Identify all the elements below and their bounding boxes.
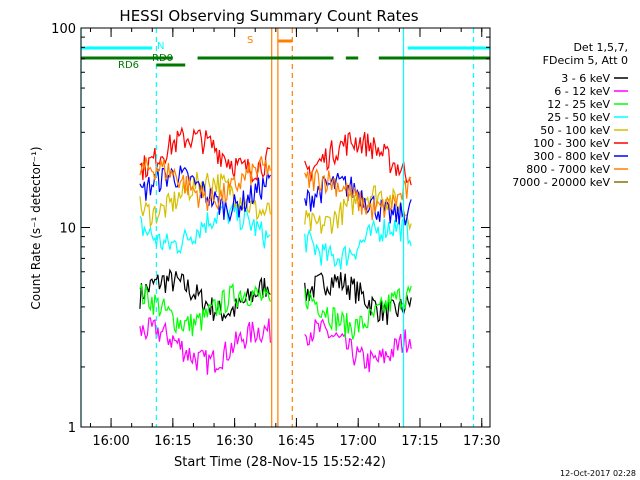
legend-label-1: 6 - 12 keV [554,85,610,98]
legend-header-line-1: Det 1,5,7, [573,41,628,54]
series-line-2-segment-0 [139,282,271,337]
series-line-7-segment-1 [304,168,412,221]
x-tick-label-1: 16:15 [154,434,191,449]
flag-label-rd6: RD6 [118,60,139,71]
series-line-3-segment-1 [304,217,412,270]
series-line-1-segment-1 [304,318,412,373]
flag-label-n: N [157,41,164,52]
legend-label-4: 50 - 100 keV [540,124,610,137]
series-line-4-segment-0 [139,171,271,229]
y-tick-label-1: 10 [59,222,76,237]
x-tick-label-2: 16:30 [216,434,253,449]
x-tick-label-5: 17:15 [401,434,438,449]
x-tick-label-3: 16:45 [278,434,315,449]
series-line-2-segment-1 [304,284,412,340]
flag-label-rd0: RD0 [152,53,173,64]
y-tick-label-2: 100 [51,22,76,37]
x-tick-label-6: 17:30 [463,434,500,449]
x-tick-label-0: 16:00 [92,434,129,449]
legend-label-7: 800 - 7000 keV [526,163,610,176]
series-line-0-segment-0 [139,268,271,322]
series-line-5-segment-1 [304,131,412,186]
flag-layer: RD0 RD6 N S [81,35,490,71]
legend-label-2: 12 - 25 keV [547,98,610,111]
x-tick-label-4: 17:00 [339,434,376,449]
footer-timestamp: 12-Oct-2017 02:28 [560,469,636,478]
series-line-1-segment-0 [139,317,271,375]
series-line-5-segment-0 [139,126,271,183]
flag-label-s: S [247,35,253,46]
y-axis-label: Count Rate (s⁻¹ detector⁻¹) [29,146,43,309]
legend-label-5: 100 - 300 keV [533,137,610,150]
legend-label-8: 7000 - 20000 keV [512,176,610,189]
legend-label-3: 25 - 50 keV [547,111,610,124]
y-tick-label-0: 1 [68,421,76,436]
series-line-0-segment-1 [304,272,412,325]
chart-title: HESSI Observing Summary Count Rates [119,7,418,25]
series-line-3-segment-0 [139,202,271,255]
series-layer [80,28,475,427]
legend-header-line-2: FDecim 5, Att 0 [543,54,628,67]
x-axis-label: Start Time (28-Nov-15 15:52:42) [174,455,386,470]
legend-label-0: 3 - 6 keV [561,72,610,85]
legend-label-6: 300 - 800 keV [533,150,610,163]
axis-layer: 1 10 100 16:00 16:15 16:30 16:45 17:00 17:15 17:3… [51,22,500,449]
series-line-7-segment-0 [139,156,271,211]
